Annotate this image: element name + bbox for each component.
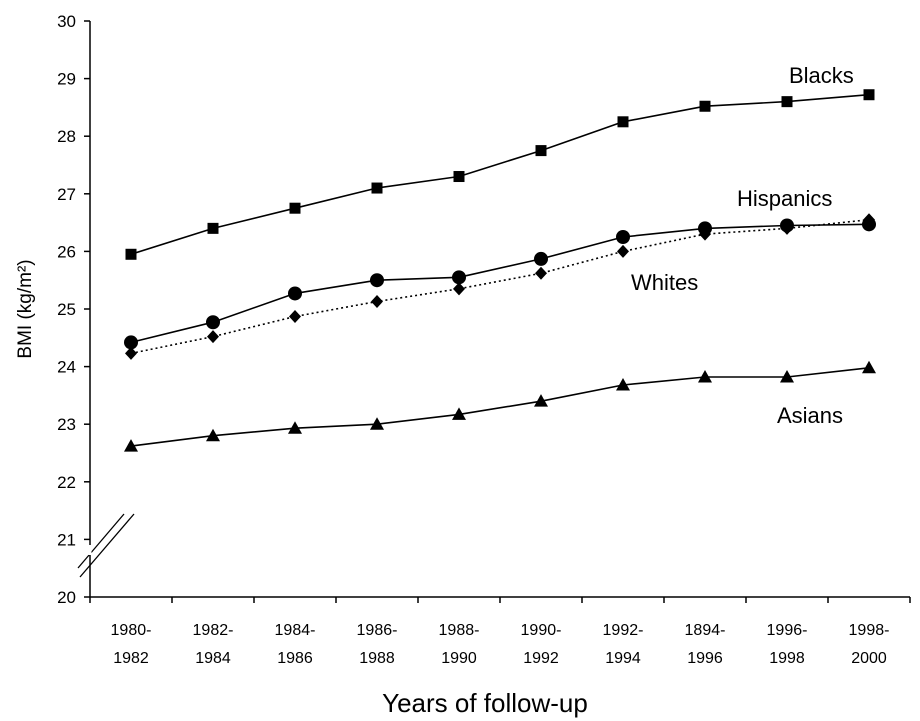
data-point-circle xyxy=(698,221,712,236)
data-point-circle xyxy=(780,218,794,233)
data-point-triangle xyxy=(370,417,384,430)
y-tick-label: 23 xyxy=(57,415,76,434)
data-point-square xyxy=(289,202,301,214)
data-point-circle xyxy=(288,286,302,301)
data-point-diamond xyxy=(535,266,547,280)
series-label-blacks: Blacks xyxy=(789,63,854,88)
series-whites xyxy=(125,213,875,360)
series-label-hispanics: Hispanics xyxy=(737,186,832,211)
data-point-diamond xyxy=(371,295,383,309)
data-point-triangle xyxy=(616,378,630,391)
x-tick-label: 1994 xyxy=(605,650,641,667)
x-tick-label: 1992- xyxy=(603,622,644,639)
y-tick-label: 20 xyxy=(57,588,76,607)
x-tick-label: 1984 xyxy=(195,650,231,667)
series-line-asians xyxy=(130,367,870,447)
series-line-whites xyxy=(130,218,870,355)
axes: 20 21 22 23 24 25 26 27 28 29 30 1980- 1982 1982- 1984… xyxy=(57,12,911,667)
data-point-circle xyxy=(124,335,138,350)
series-label-asians: Asians xyxy=(777,403,843,428)
x-tick-label: 1986 xyxy=(277,650,313,667)
data-point-triangle xyxy=(206,428,220,442)
data-point-triangle xyxy=(452,407,466,420)
y-tick-label: 27 xyxy=(57,185,76,204)
data-point-circle xyxy=(452,270,466,285)
data-point-square xyxy=(453,171,465,183)
data-point-circle xyxy=(616,230,630,244)
data-point-triangle xyxy=(780,369,794,383)
y-tick-label: 22 xyxy=(57,473,76,492)
data-point-circle xyxy=(534,251,548,266)
x-tick-label: 1992 xyxy=(523,650,559,667)
x-tick-label: 1984- xyxy=(275,622,316,639)
data-point-square xyxy=(699,100,711,112)
x-tick-label: 1990- xyxy=(521,622,562,639)
y-tick-label: 29 xyxy=(57,70,76,89)
x-tick-label: 1982 xyxy=(113,650,149,667)
x-tick-label: 1988- xyxy=(439,622,480,639)
x-tick-label: 1980- xyxy=(111,622,152,639)
data-point-diamond xyxy=(453,282,465,296)
series-hispanics xyxy=(124,217,876,350)
y-tick-label: 21 xyxy=(57,530,76,549)
data-point-triangle xyxy=(288,421,302,434)
axis-break-mark xyxy=(77,513,125,569)
x-tick-label: 1986- xyxy=(357,622,398,639)
x-tick-label: 1996 xyxy=(687,650,723,667)
axis-break-mark xyxy=(79,513,135,578)
data-point-square xyxy=(863,89,875,101)
data-point-square xyxy=(371,182,383,194)
x-tick-label: 1982- xyxy=(193,622,234,639)
x-tick-label: 1998- xyxy=(849,622,890,639)
series-asians xyxy=(124,360,876,452)
data-point-diamond xyxy=(617,244,629,258)
y-tick-label: 30 xyxy=(57,12,76,31)
data-point-triangle xyxy=(862,360,876,374)
y-axis-label: BMI (kg/m²) xyxy=(15,259,36,358)
series-line-blacks xyxy=(130,93,870,256)
data-point-triangle xyxy=(534,394,548,407)
data-point-triangle xyxy=(698,369,712,383)
x-tick-label: 2000 xyxy=(851,650,887,667)
y-tick-label: 25 xyxy=(57,300,76,319)
data-point-diamond xyxy=(125,346,137,360)
labels-layer: Blacks Hispanics Whites Asians xyxy=(631,63,854,428)
data-point-circle xyxy=(206,315,220,330)
data-point-square xyxy=(535,145,547,157)
y-tick-label: 28 xyxy=(57,127,76,146)
data-point-square xyxy=(125,248,137,260)
data-point-diamond xyxy=(207,330,219,344)
series-label-whites: Whites xyxy=(631,270,698,295)
x-tick-label: 1988 xyxy=(359,650,395,667)
data-point-square xyxy=(207,222,219,234)
data-point-diamond xyxy=(289,309,301,323)
y-tick-label: 26 xyxy=(57,242,76,261)
data-point-circle xyxy=(370,273,384,288)
series-line-hispanics xyxy=(130,223,870,344)
x-tick-label: 1990 xyxy=(441,650,477,667)
series-blacks xyxy=(125,89,875,260)
y-tick-label: 24 xyxy=(57,358,76,377)
data-point-triangle xyxy=(124,439,138,452)
data-point-circle xyxy=(862,217,876,232)
data-point-square xyxy=(781,96,793,108)
x-tick-label: 1996- xyxy=(767,622,808,639)
x-axis-label: Years of follow-up xyxy=(382,688,588,718)
x-tick-label: 1998 xyxy=(769,650,805,667)
series-layer xyxy=(124,89,876,452)
x-tick-label: 1894- xyxy=(685,622,726,639)
data-point-square xyxy=(617,116,629,128)
